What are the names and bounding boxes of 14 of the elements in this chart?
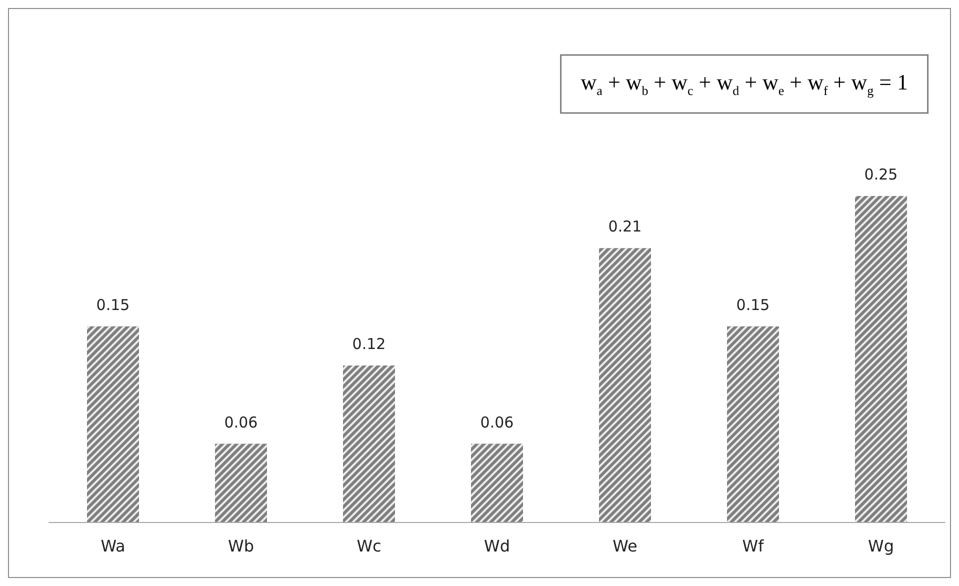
x-tick-label: Wf xyxy=(742,536,764,556)
x-tick-label: Wd xyxy=(484,536,510,556)
data-label: 0.15 xyxy=(736,296,770,314)
x-tick-label: We xyxy=(612,536,638,556)
x-tick-label: Wb xyxy=(228,536,254,556)
data-label: 0.25 xyxy=(864,166,898,184)
data-label: 0.21 xyxy=(608,218,642,236)
data-label: 0.12 xyxy=(352,335,386,354)
data-label: 0.06 xyxy=(224,413,258,432)
x-tick-label: Wg xyxy=(868,536,894,556)
x-tick-label: Wa xyxy=(100,536,126,556)
data-label: 0.06 xyxy=(480,413,514,432)
x-tick-label: Wc xyxy=(356,536,382,556)
data-label: 0.15 xyxy=(96,296,130,314)
